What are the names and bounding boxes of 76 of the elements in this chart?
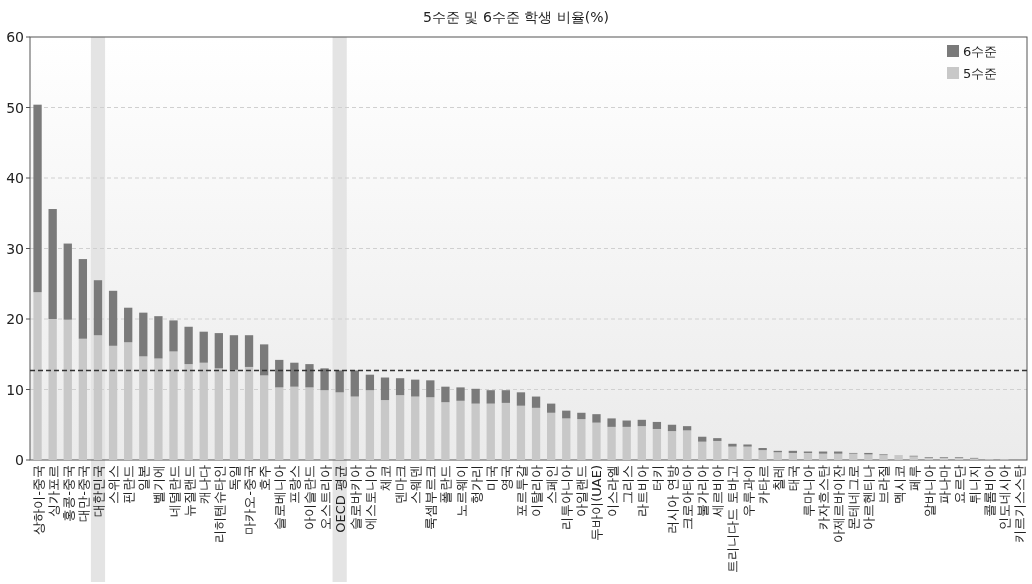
x-tick-label: 일본 <box>136 465 152 491</box>
x-tick-label: 튀니지 <box>967 465 983 504</box>
y-tick-label: 0 <box>15 452 24 468</box>
x-tick-label: 요르단 <box>952 465 968 504</box>
x-tick-label: 슬로바키아 <box>347 465 363 530</box>
x-tick-label: 브라질 <box>876 465 892 504</box>
x-tick-label: 페루 <box>906 465 922 491</box>
x-tick-label: 불가리아 <box>695 465 711 517</box>
x-tick-label: 세르비아 <box>710 465 726 517</box>
legend-label: 6수준 <box>963 44 998 59</box>
x-tick-label: 콜롬비아 <box>982 465 998 517</box>
x-tick-label: 파나마 <box>936 465 952 504</box>
x-tick-label: 스웨덴 <box>408 465 424 504</box>
y-tick-label: 50 <box>6 99 24 116</box>
x-tick-label: OECD 평균 <box>332 465 348 533</box>
x-tick-label: 태국 <box>785 465 801 491</box>
y-tick-label: 10 <box>6 381 24 398</box>
x-tick-label: 그리스 <box>619 465 635 504</box>
x-tick-label: 노르웨이 <box>453 465 469 517</box>
x-tick-label: 두바이(UAE) <box>589 465 605 541</box>
x-tick-label: 헝가리 <box>468 465 484 504</box>
x-tick-label: 이스라엘 <box>604 465 620 517</box>
x-tick-label: 스위스 <box>106 465 122 504</box>
x-tick-label: 크로아티아 <box>680 465 696 530</box>
x-tick-label: 핀란드 <box>121 465 137 504</box>
x-tick-label: 멕시코 <box>891 465 907 504</box>
x-tick-label: 네덜란드 <box>166 465 182 517</box>
x-tick-label: 덴마크 <box>393 465 409 504</box>
x-tick-label: 아르헨티나 <box>861 465 877 530</box>
x-tick-label: 러시아 연방 <box>665 465 681 535</box>
x-tick-label: 마카오-중국 <box>242 465 258 535</box>
y-tick-label: 20 <box>6 311 24 327</box>
x-tick-label: 영국 <box>498 465 514 491</box>
chart-title: 5수준 및 6수준 학생 비율(%) <box>423 9 609 25</box>
x-tick-label: 싱가포르 <box>45 465 61 517</box>
x-tick-label: 이탈리아 <box>529 465 545 517</box>
x-tick-label: 스페인 <box>544 465 560 504</box>
x-tick-label: 대만-중국 <box>75 465 91 522</box>
x-tick-label: 에스토니아 <box>362 465 378 530</box>
x-tick-label: 체코 <box>377 465 393 491</box>
x-tick-label: 폴란드 <box>438 465 454 504</box>
y-tick-label: 30 <box>6 240 24 257</box>
x-tick-label: 아일랜드 <box>574 465 590 517</box>
x-tick-label: 캐나다 <box>196 465 212 504</box>
x-tick-label: 알바니아 <box>921 465 937 517</box>
x-tick-label: 상하이-중국 <box>30 465 46 535</box>
legend-label: 5수준 <box>963 66 998 81</box>
x-tick-label: 몬테네그로 <box>846 465 862 530</box>
x-tick-label: 라트비아 <box>634 465 650 517</box>
x-tick-label: 카자흐스탄 <box>816 465 832 530</box>
x-tick-label: 프랑스 <box>287 465 303 504</box>
x-tick-label: 벨기에 <box>151 465 167 504</box>
x-tick-label: 대한민국 <box>90 465 106 517</box>
y-tick-label: 60 <box>6 29 24 45</box>
x-tick-label: 리히텐슈타인 <box>211 465 227 543</box>
x-tick-label: 인도네시아 <box>997 465 1013 530</box>
x-tick-label: 터키 <box>649 465 665 491</box>
x-tick-label: 리투아니아 <box>559 465 575 530</box>
x-tick-label: 호주 <box>257 465 273 491</box>
x-tick-label: 아이슬란드 <box>302 465 318 530</box>
x-tick-label: 오스트리아 <box>317 465 333 530</box>
y-tick-label: 40 <box>6 170 24 186</box>
x-tick-label: 미국 <box>483 465 499 491</box>
x-tick-label: 트리니다드 토바고 <box>725 465 741 574</box>
x-tick-label: 카타르 <box>755 465 771 504</box>
x-tick-label: 아제르바이잔 <box>831 465 847 543</box>
x-tick-label: 우루과이 <box>740 465 756 517</box>
x-tick-label: 루마니아 <box>800 465 816 517</box>
x-tick-label: 포르투갈 <box>513 465 529 517</box>
x-tick-label: 룩셈부르크 <box>423 465 439 530</box>
x-tick-label: 독일 <box>226 465 242 491</box>
x-tick-label: 뉴질랜드 <box>181 465 197 517</box>
x-tick-label: 슬로베니아 <box>272 465 288 530</box>
x-tick-label: 키르기스스탄 <box>1012 465 1028 543</box>
x-tick-label: 홍콩-중국 <box>60 465 76 522</box>
x-tick-label: 칠레 <box>770 465 786 491</box>
